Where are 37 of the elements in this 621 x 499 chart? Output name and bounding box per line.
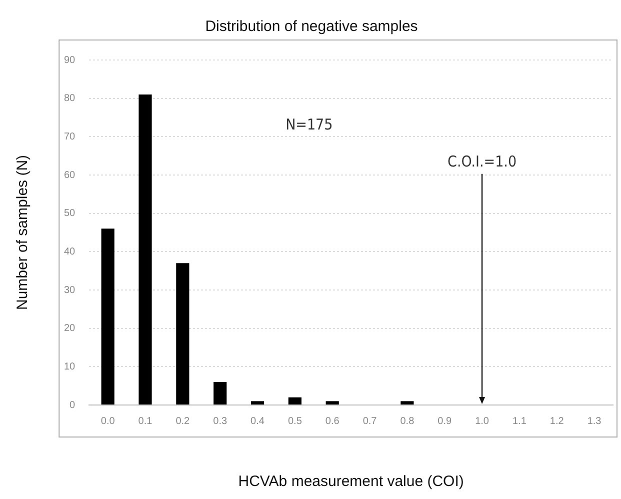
bar [176, 263, 190, 404]
x-axis-title: HCVAb measurement value (COI) [238, 473, 464, 490]
y-tick-label: 50 [64, 208, 76, 220]
chart-title: Distribution of negative samples [205, 18, 418, 36]
x-tick-label: 0.7 [362, 416, 378, 427]
bar [400, 401, 414, 404]
x-tick-label: 0.2 [176, 416, 190, 427]
y-tick-label: 30 [64, 284, 76, 296]
annotation: C.O.I.=1.0 [448, 152, 517, 171]
y-tick-label: 90 [64, 54, 76, 66]
y-tick-label: 0 [70, 400, 76, 411]
x-tick-label: 1.2 [550, 416, 564, 427]
bar [214, 382, 227, 404]
x-tick-label: 0.8 [400, 416, 415, 427]
y-tick-label: 60 [64, 170, 76, 181]
bar [250, 401, 264, 404]
y-tick-label: 20 [64, 323, 76, 334]
bar [138, 94, 152, 404]
x-tick-label: 0.3 [213, 416, 228, 427]
x-tick-label: 0.1 [138, 416, 153, 427]
y-tick-label: 70 [64, 131, 76, 142]
x-tick-label: 0.0 [100, 416, 116, 427]
x-tick-label: 1.1 [512, 416, 527, 427]
bar [101, 228, 114, 404]
bar [288, 397, 302, 404]
x-tick-label: 0.5 [288, 416, 302, 427]
y-tick-label: 40 [64, 246, 76, 258]
annotation: N=175 [286, 115, 333, 134]
x-tick-label: 0.9 [438, 416, 452, 427]
y-tick-label: 80 [64, 93, 76, 104]
bar [326, 401, 339, 404]
x-tick-label: 1.3 [587, 416, 602, 427]
y-axis-title: Number of samples (N) [14, 154, 32, 310]
x-tick-label: 1.0 [475, 416, 490, 427]
x-tick-label: 0.6 [325, 416, 340, 427]
x-tick-label: 0.4 [250, 416, 265, 427]
y-tick-label: 10 [64, 361, 76, 372]
